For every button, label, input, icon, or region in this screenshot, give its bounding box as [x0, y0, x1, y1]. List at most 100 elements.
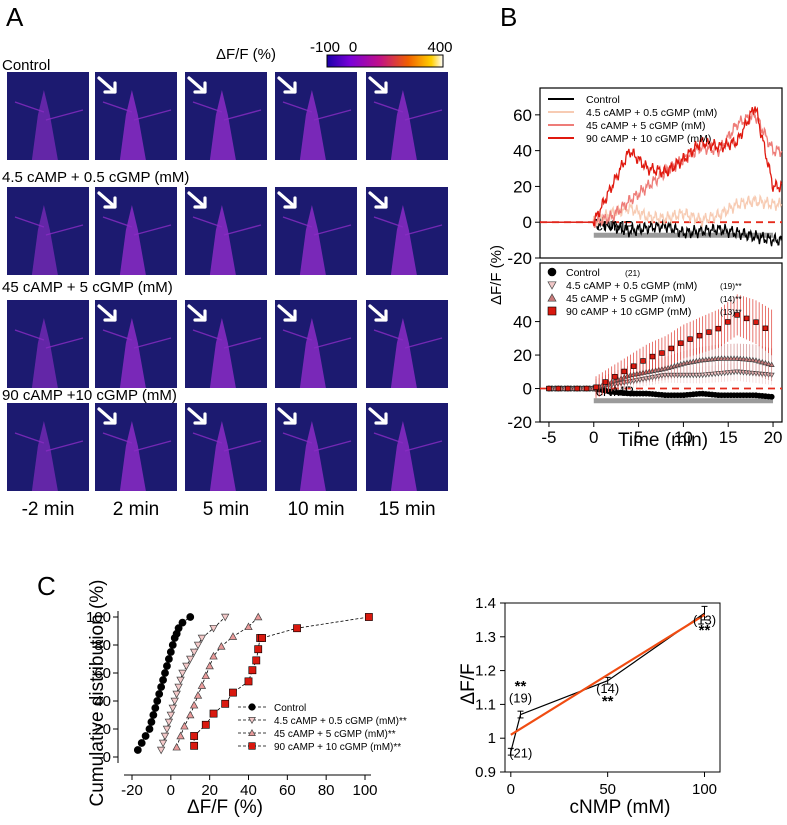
- data-point: [659, 350, 665, 356]
- plot-frame: [539, 262, 783, 423]
- data-point: [252, 656, 261, 665]
- cell-process: [102, 329, 172, 349]
- data-point: [630, 363, 637, 369]
- legend-label: 45 cAMP + 5 cGMP (mM): [566, 293, 686, 305]
- cell-shape: [209, 318, 236, 388]
- data-point: [147, 718, 156, 726]
- y-tick-label: 60: [94, 665, 111, 682]
- panel-a: ΔF/F (%) -100 0 400 Control 4.5 cAMP + 0.…: [2, 39, 453, 520]
- cell-shape: [31, 318, 58, 388]
- data-point: [170, 697, 179, 706]
- stimulus-arrow-icon: [187, 76, 207, 94]
- legend-marker: [248, 742, 256, 750]
- cell-shape: [209, 205, 236, 275]
- panel-letter-b: B: [500, 2, 517, 32]
- y-tick-label: -20: [507, 413, 532, 432]
- panel-letter-a: A: [6, 2, 24, 32]
- data-point: [364, 613, 373, 621]
- data-point: [725, 319, 731, 325]
- legend-label: Control: [586, 94, 620, 106]
- data-point: [753, 319, 759, 325]
- data-point: [612, 374, 618, 380]
- data-point: [186, 613, 195, 621]
- data-point: [555, 385, 562, 392]
- data-point: [168, 704, 177, 713]
- data-point: [164, 655, 173, 663]
- cell-shape: [31, 421, 58, 491]
- data-point: [189, 700, 199, 709]
- cell-shape: [119, 205, 146, 275]
- data-point: [166, 711, 176, 720]
- series-trace: [540, 106, 783, 227]
- legend-marker: [547, 267, 557, 277]
- panel-c-left-xlabel: ΔF/F (%): [187, 797, 263, 818]
- stimulus-arrow-icon: [277, 76, 297, 94]
- stimulus-arrow-icon: [97, 191, 117, 209]
- data-point: [190, 741, 199, 750]
- x-tick-label: 0: [589, 428, 598, 447]
- y-tick-label: -20: [507, 249, 532, 268]
- cell-shape: [209, 90, 236, 160]
- x-tick-label: 10: [674, 428, 693, 447]
- stimulus-arrow-icon: [368, 304, 388, 322]
- data-point: [715, 325, 722, 332]
- data-point: [687, 336, 693, 342]
- legend-n-label: (14)**: [720, 294, 742, 304]
- linear-fit-line: [510, 613, 706, 736]
- stimulus-arrow-icon: [187, 304, 207, 322]
- y-tick-label: 1: [488, 730, 496, 747]
- data-point: [696, 332, 703, 339]
- data-point: [157, 683, 166, 691]
- time-label: 5 min: [203, 499, 249, 520]
- data-point: [768, 393, 775, 400]
- data-point: [583, 385, 590, 392]
- stimulus-arrow-icon: [97, 304, 117, 322]
- data-point: [182, 662, 191, 671]
- data-point: [621, 368, 627, 375]
- data-point: [602, 379, 609, 385]
- cell-shape: [390, 421, 417, 491]
- series-line: [160, 616, 226, 751]
- y-tick-label: 0: [103, 749, 111, 766]
- data-point: [189, 648, 199, 657]
- significance-label: **: [699, 622, 711, 639]
- x-tick-label: 100: [692, 781, 717, 798]
- stimulus-arrow-icon: [97, 76, 117, 94]
- y-tick-label: 1.2: [475, 663, 496, 680]
- cell-process: [192, 216, 262, 236]
- data-point: [244, 677, 253, 686]
- cell-process: [14, 101, 84, 121]
- n-label: (19): [509, 691, 532, 706]
- plot-frame: [504, 602, 721, 773]
- legend-label: 4.5 cAMP + 0.5 cGMP (mM): [586, 107, 717, 119]
- y-tick-label: 1.3: [475, 629, 496, 646]
- panel-b-xlabel: Time (min): [618, 430, 708, 451]
- data-point: [180, 721, 189, 730]
- x-tick-label: 0: [167, 782, 175, 799]
- y-tick-label: 1.1: [475, 696, 496, 713]
- legend-n-label: (19)**: [720, 281, 742, 291]
- time-label: 15 min: [378, 499, 435, 520]
- data-point: [155, 690, 164, 698]
- data-point: [743, 315, 750, 322]
- y-tick-label: 20: [94, 721, 111, 738]
- significance-label: **: [515, 678, 527, 695]
- stimulus-arrow-icon: [187, 191, 207, 209]
- data-point: [734, 312, 740, 318]
- data-point: [172, 690, 181, 699]
- colorbar-label: ΔF/F (%): [216, 46, 276, 63]
- cell-process: [282, 216, 352, 236]
- micrograph-labels: Control 4.5 cAMP + 0.5 cGMP (mM) 45 cAMP +…: [2, 57, 436, 520]
- legend-label: Control: [274, 703, 306, 714]
- cell-shape: [119, 421, 146, 491]
- x-tick-label: 20: [764, 428, 783, 447]
- data-point: [158, 739, 168, 748]
- data-point: [593, 384, 599, 390]
- n-label: (14): [596, 681, 619, 696]
- data-point: [706, 329, 712, 335]
- data-point: [176, 676, 185, 685]
- data-point: [248, 666, 257, 675]
- data-point: [258, 634, 266, 642]
- data-point: [172, 742, 181, 751]
